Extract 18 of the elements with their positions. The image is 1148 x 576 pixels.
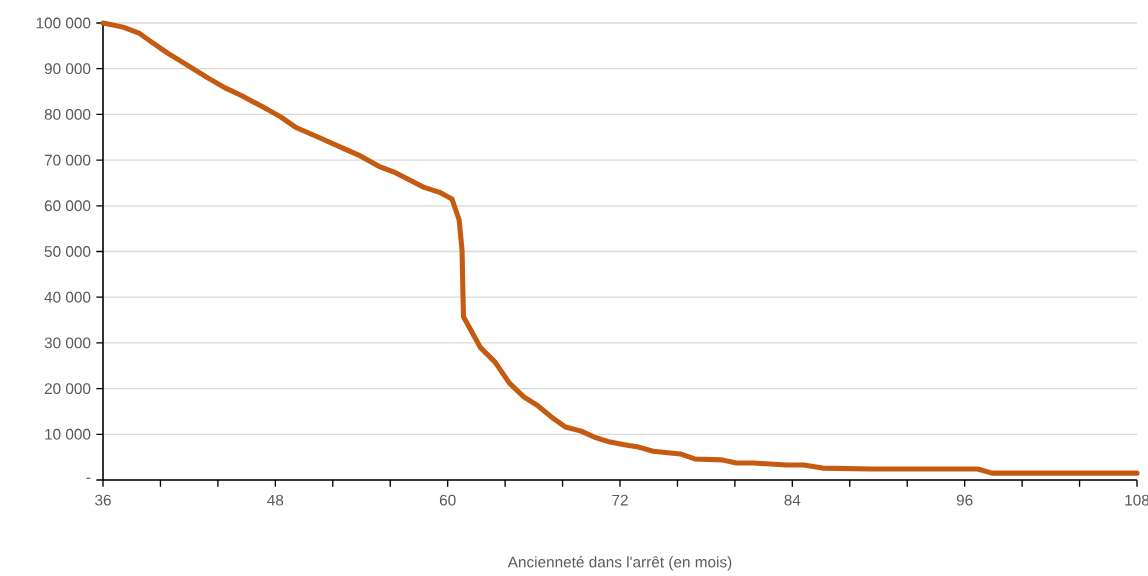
x-tick-label: 72 [612,494,628,506]
y-tick-label: 10 000 [45,428,91,440]
y-tick-label: 30 000 [44,337,91,349]
y-tick-label: 80 000 [44,108,91,120]
y-tick-label: 90 000 [44,63,91,75]
x-axis-title: Ancienneté dans l'arrêt (en mois) [507,556,732,571]
x-tick-label: 48 [267,494,284,506]
y-tick-label: 40 000 [44,291,91,303]
y-tick-label: 100 000 [36,17,91,29]
x-tick-label: 36 [95,494,111,506]
x-tick-label: 96 [956,494,973,506]
y-tick-label: 50 000 [44,246,91,257]
y-tick-label: 20 000 [44,383,91,395]
x-tick-label: 60 [439,494,456,506]
y-tick-label: 70 000 [44,154,91,166]
y-tick-label: - [86,477,91,479]
y-tick-label: 60 000 [44,200,91,212]
x-tick-label: 84 [784,494,801,506]
